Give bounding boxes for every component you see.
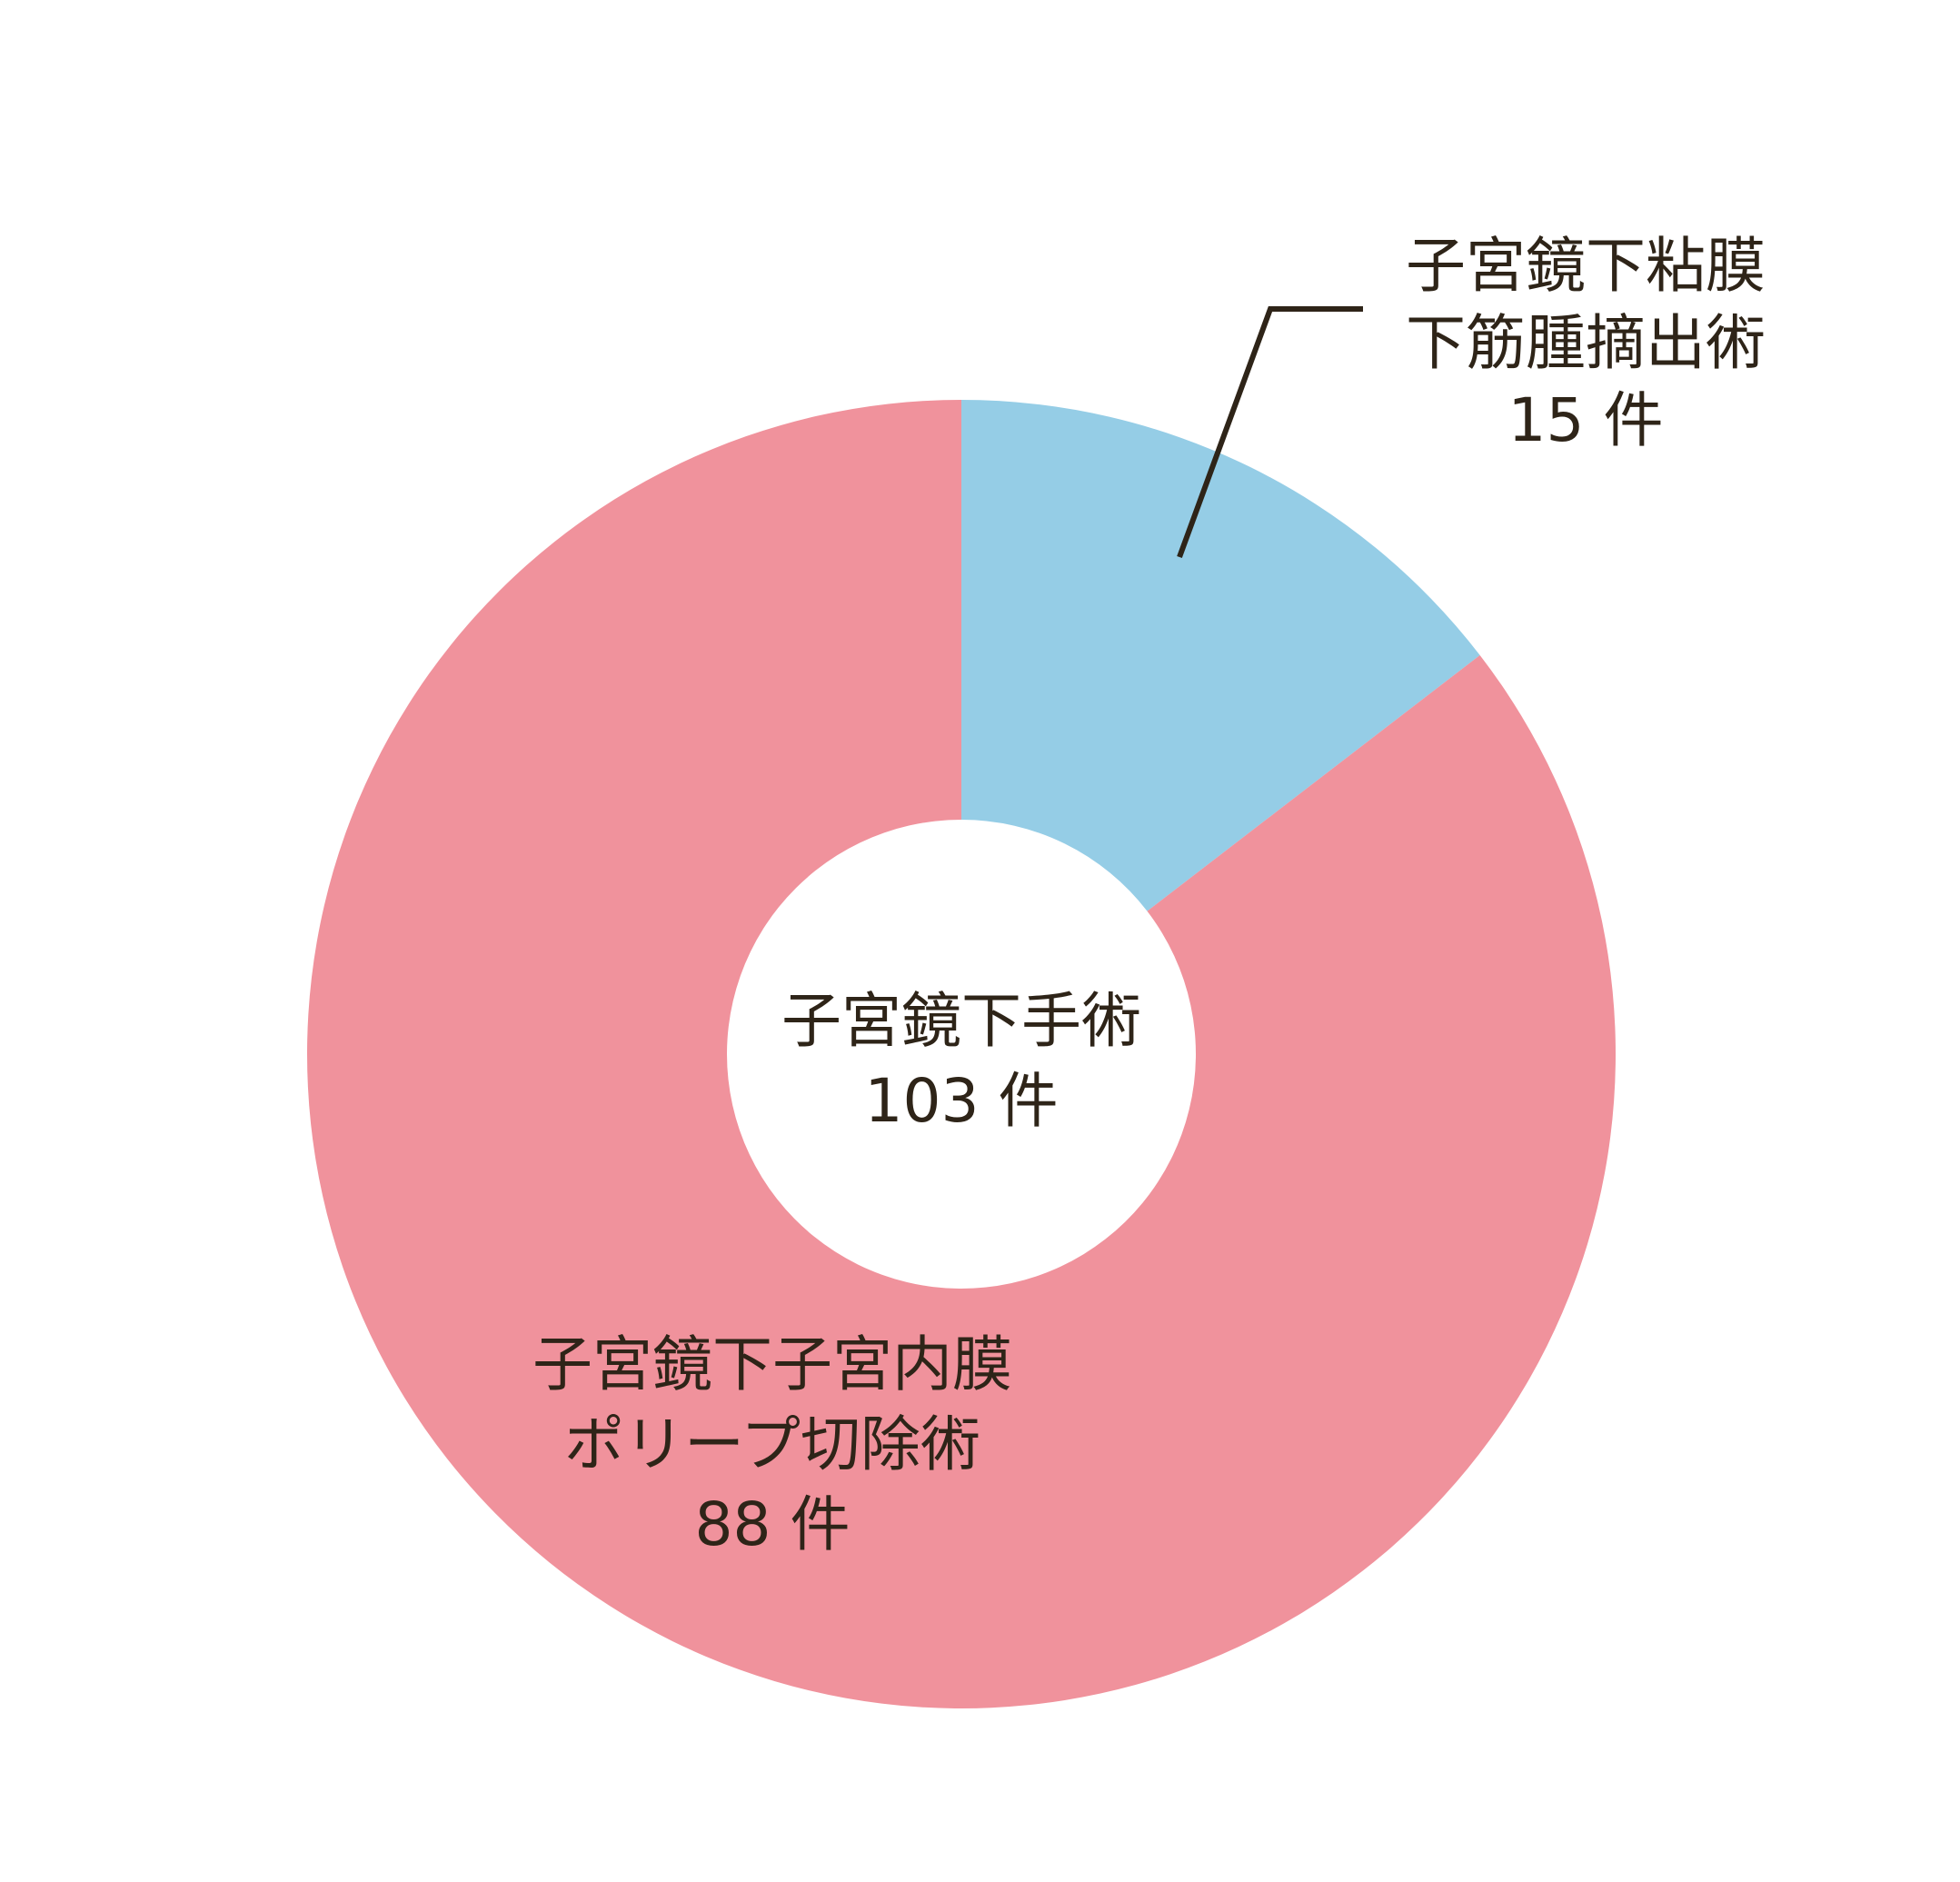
slice-2-label-line-1: 子宮鏡下子宮内膜: [532, 1329, 1012, 1399]
center-title: 子宮鏡下手術: [781, 986, 1141, 1056]
donut-slice-2: [306, 400, 1616, 1708]
donut-slices: [306, 400, 1616, 1708]
slice-2-value-label: 88 件: [695, 1489, 851, 1559]
slice-2-label-line-2: ポリープ切除術: [564, 1409, 980, 1479]
center-value: 103 件: [865, 1066, 1059, 1136]
slice-1-value-label: 15 件: [1508, 385, 1664, 455]
slice-1-label-line-2: 下筋腫摘出術: [1406, 308, 1766, 378]
donut-slice-1: [961, 400, 1480, 911]
leader-line-slice-1: [1177, 306, 1363, 559]
slice-1-label-line-1: 子宮鏡下粘膜: [1406, 231, 1766, 301]
